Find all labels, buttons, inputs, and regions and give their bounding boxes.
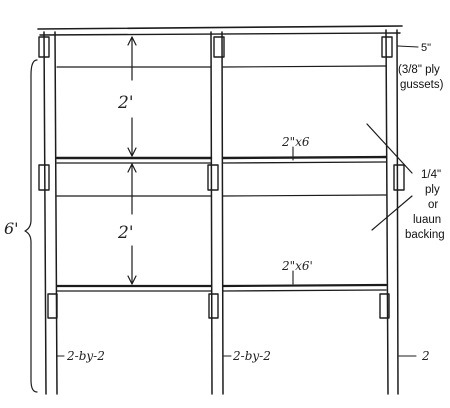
gusset-leader — [397, 45, 419, 48]
upper-cross-lines — [56, 65, 387, 68]
gusset-top-middle — [213, 36, 225, 58]
gusset-size-label: 5" — [421, 42, 431, 54]
backing-line5: backing — [405, 229, 445, 241]
gusset-mid-middle — [207, 164, 219, 191]
backing-line4: luaun — [413, 214, 441, 226]
lower-rail-label: 2"x6' — [281, 259, 313, 273]
total-height-label: 6' — [4, 219, 19, 238]
stud-middle-label: 2-by-2 — [232, 349, 271, 363]
gusset-note-line2: gussets) — [400, 79, 444, 91]
upper-spacing-label: 2' — [117, 93, 134, 113]
backing-line2: ply — [425, 184, 440, 196]
right-stile — [385, 29, 399, 395]
upper-rail-label: 2"x6 — [281, 135, 310, 149]
backing-leaders — [366, 123, 413, 231]
gusset-low-right — [379, 293, 390, 319]
upper-dimension-arrow — [127, 36, 137, 157]
backing-line3: or — [428, 199, 438, 211]
gusset-top-left — [38, 36, 50, 58]
gusset-note-line1: (3/8" ply — [398, 64, 440, 76]
backing-line1: 1/4" — [421, 169, 441, 181]
middle-rail — [55, 155, 388, 197]
gussets — [38, 36, 405, 319]
stud-left-label: 2-by-2 — [66, 349, 105, 363]
lower-dimension-arrow — [127, 163, 137, 285]
gusset-low-middle — [208, 293, 219, 319]
middle-stile — [210, 31, 224, 395]
gusset-mid-left — [38, 164, 50, 191]
top-plate — [37, 25, 403, 36]
stud-right-label: 2 — [421, 349, 430, 363]
gusset-mid-right — [393, 164, 405, 191]
gusset-low-left — [47, 293, 58, 319]
lower-rail — [55, 283, 388, 292]
left-stile — [43, 31, 58, 395]
gusset-top-right — [381, 36, 393, 58]
height-bracket — [24, 59, 38, 393]
lower-spacing-label: 2' — [117, 223, 134, 243]
